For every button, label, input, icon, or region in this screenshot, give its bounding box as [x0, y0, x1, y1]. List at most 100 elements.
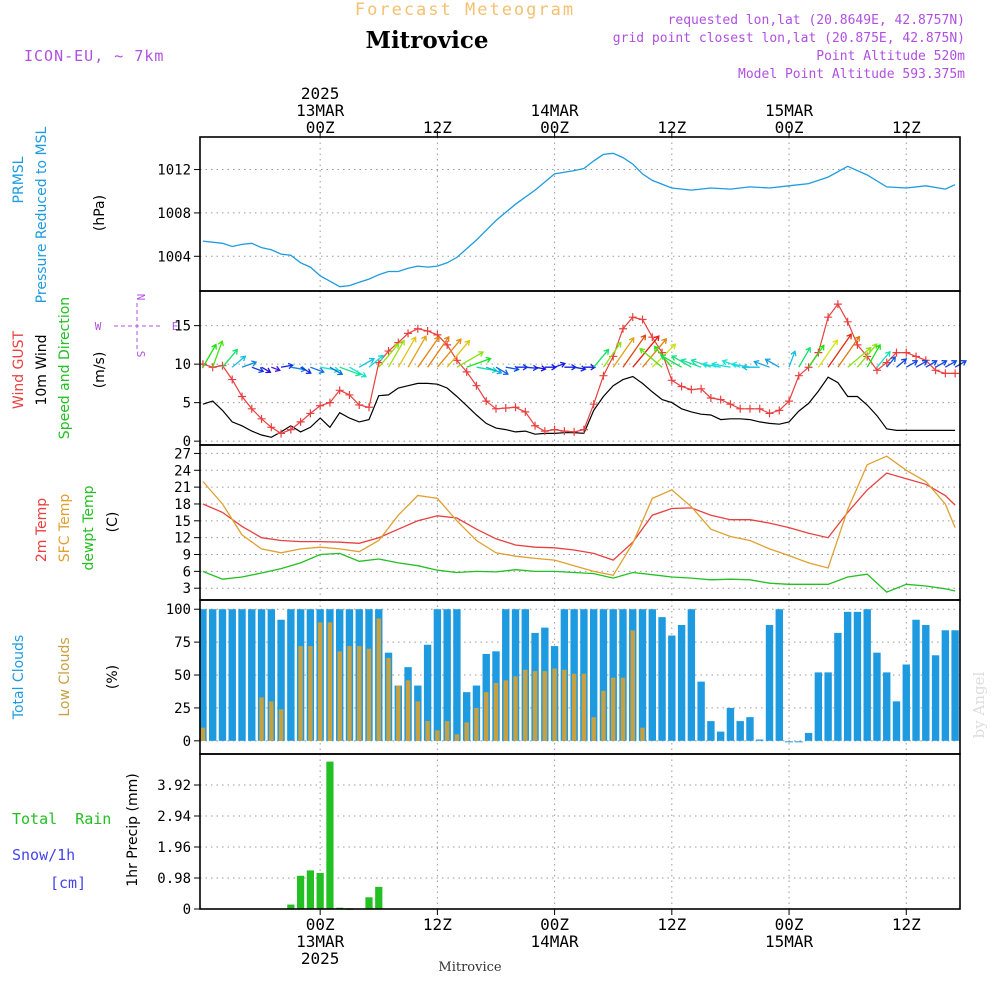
gust-point-marker [374, 358, 383, 367]
wind-direction-arrow [632, 335, 660, 368]
wind-direction-arrow [827, 333, 852, 368]
wind-direction-arrow [378, 342, 400, 368]
precip-label-1: Total Rain [12, 810, 111, 828]
clouds-label-1: Total Clouds [11, 635, 27, 720]
wind-direction-arrow [642, 337, 668, 368]
wind-direction-arrow [202, 343, 217, 368]
wind-direction-arrow [866, 343, 881, 368]
wind-direction-arrow [935, 360, 948, 368]
pressure-series-line [202, 152, 956, 288]
total-cloud-bar [775, 609, 783, 741]
low-cloud-bar [493, 682, 499, 741]
gust-point-marker [872, 366, 881, 375]
gust-point-marker [511, 403, 520, 412]
low-cloud-bar [562, 669, 567, 741]
total-cloud-bar [902, 664, 910, 741]
total-cloud-bar [277, 619, 285, 741]
wind-direction-arrow [573, 365, 587, 372]
total-cloud-bar [687, 609, 696, 741]
gust-point-marker [208, 363, 217, 372]
low-cloud-bar [444, 721, 450, 741]
total-cloud-bar [658, 617, 666, 741]
wind-direction-arrow [886, 356, 897, 368]
temperature-panel-frame [199, 444, 961, 601]
rain-bar [316, 872, 324, 909]
clouds-tick-label: 50 [174, 668, 191, 684]
wind-direction-arrow [710, 361, 731, 368]
total-cloud-bar [433, 609, 442, 741]
wind-direction-arrow [671, 355, 692, 368]
wind-direction-arrow [701, 361, 721, 368]
low-cloud-bar [425, 721, 430, 741]
gust-point-marker [404, 329, 413, 338]
temperature-tick-label: 15 [174, 514, 191, 530]
total-cloud-bar [843, 611, 852, 741]
total-cloud-bar [248, 609, 256, 741]
time-label-bottom: 00Z [306, 915, 335, 934]
gust-point-marker [745, 404, 754, 413]
dewpt-series-line [202, 552, 956, 593]
wind-direction-arrow [788, 350, 797, 368]
wind-direction-arrow [905, 360, 919, 368]
clouds-label-2: Low Clouds [57, 637, 73, 716]
time-label-bottom: 2025 [301, 949, 340, 968]
gust-point-marker [325, 398, 334, 407]
wind-direction-arrow [368, 354, 384, 368]
wind-direction-arrow [554, 361, 567, 368]
wind10m-series-line [202, 375, 956, 438]
wind-direction-arrow [231, 355, 247, 368]
compass-e: E [172, 320, 179, 333]
low-cloud-bar [464, 722, 469, 741]
gust-point-marker [277, 429, 286, 438]
low-cloud-bar [298, 646, 303, 741]
wind-direction-arrow [525, 364, 539, 372]
wind-direction-arrow [310, 366, 325, 374]
clouds-tick-label: 100 [166, 602, 191, 618]
temp-label-1: 2m Temp [34, 498, 50, 562]
total-cloud-bar [453, 609, 461, 741]
gust-point-marker [804, 363, 813, 372]
gust-point-marker [755, 404, 764, 413]
wind-direction-arrow [222, 348, 239, 368]
total-cloud-bar [668, 635, 676, 741]
wind-direction-arrow [659, 354, 682, 368]
low-cloud-bar [269, 701, 274, 741]
total-cloud-bar [726, 707, 735, 741]
gust-point-marker [286, 425, 295, 434]
time-label-top: 00Z [540, 118, 569, 137]
rain-bar [375, 886, 383, 909]
gust-point-marker [306, 409, 315, 418]
gust-point-marker [843, 317, 852, 326]
low-cloud-bar [640, 727, 645, 741]
total-cloud-bar [736, 721, 744, 741]
time-label-top: 14MAR [531, 101, 580, 120]
sfc-temp-series-line [202, 455, 956, 577]
gust-point-marker [384, 347, 393, 356]
total-cloud-bar [892, 701, 901, 741]
low-cloud-bar [435, 730, 440, 741]
wind-direction-arrow [534, 365, 547, 372]
wind-direction-arrow [427, 335, 450, 368]
gust-point-marker [345, 390, 354, 399]
low-cloud-bar [396, 685, 401, 741]
precip-label-2: Snow/1h [12, 846, 75, 864]
low-cloud-bar [571, 673, 577, 741]
precipitation-tick-label: 3.92 [157, 778, 191, 794]
gust-point-marker [267, 423, 276, 432]
info-line-3: Point Altitude 520m [816, 49, 965, 64]
clouds-tick-label: 0 [183, 734, 191, 750]
wind-direction-arrow [764, 358, 780, 368]
total-cloud-bar [697, 681, 705, 741]
total-cloud-bar [589, 609, 598, 741]
total-cloud-bar [824, 672, 832, 741]
gust-point-marker [521, 407, 530, 416]
low-cloud-bar [601, 690, 606, 741]
total-cloud-bar [609, 609, 617, 741]
info-line-4: Model Point Altitude 593.375m [738, 67, 965, 82]
rain-bar [326, 761, 334, 909]
plot-layer: 1004100810120510153691215182124270255075… [157, 84, 968, 968]
total-cloud-bar [502, 609, 510, 741]
gust-point-marker [296, 417, 305, 426]
total-cloud-bar [423, 644, 432, 741]
wind-direction-arrow [271, 365, 281, 373]
